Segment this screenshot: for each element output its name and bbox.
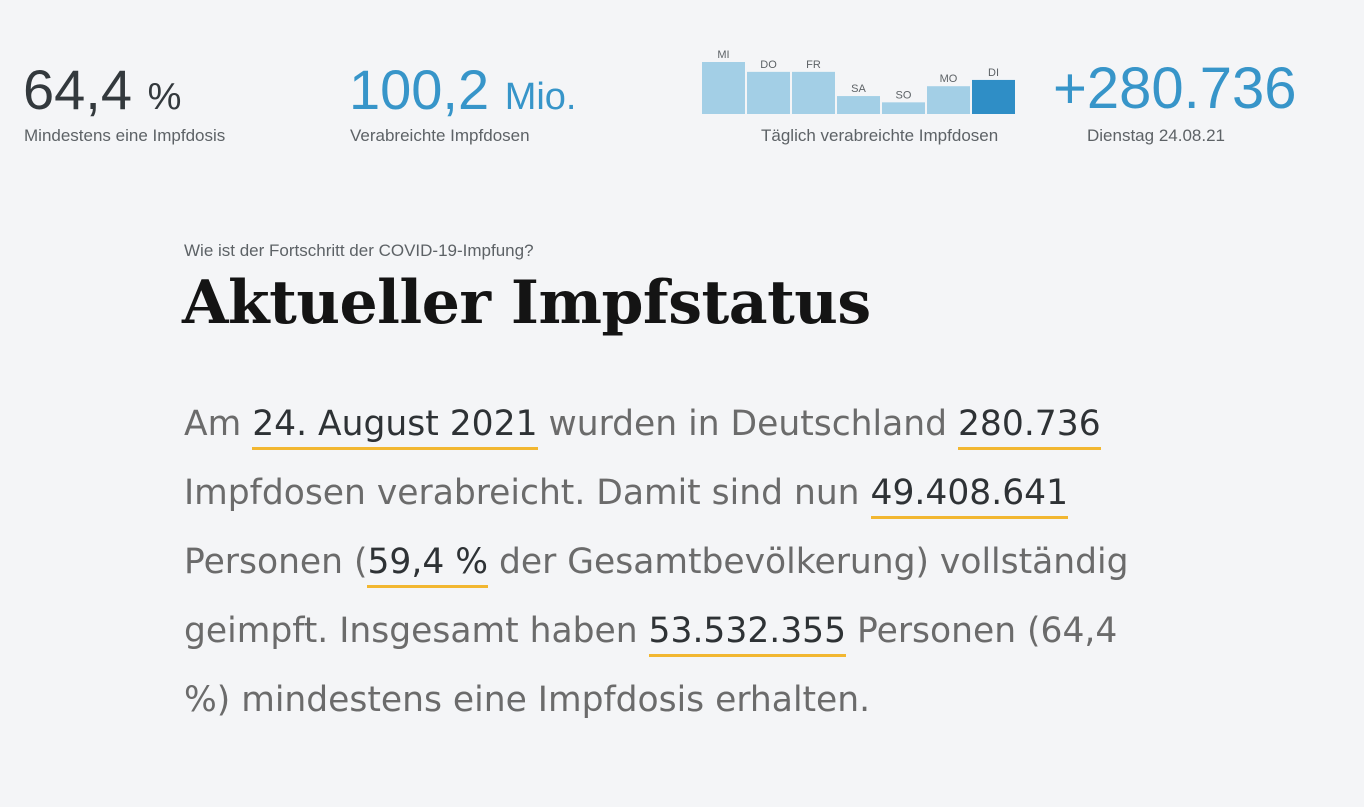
highlight-at-least-one: 53.532.355 <box>648 611 847 657</box>
text-segment: wurden in Deutschland <box>537 404 958 444</box>
bar-label-mi: MI <box>717 49 729 61</box>
highlight-fully-pct: 59,4 % <box>367 542 489 588</box>
text-segment: Personen ( <box>184 542 368 582</box>
latest-date-label: Dienstag 24.08.21 <box>1087 126 1225 145</box>
latest-doses-value: +280.736 <box>1053 56 1297 121</box>
bar-label-do: DO <box>760 59 777 71</box>
highlight-date: 24. August 2021 <box>252 404 538 450</box>
bar-sa <box>837 96 880 114</box>
first-dose-unit: % <box>147 76 182 118</box>
bar-label-fr: FR <box>806 59 821 71</box>
total-doses-label: Verabreichte Impfdosen <box>350 126 530 145</box>
text-segment: Personen (64,4 %) mindestens eine Impfdo… <box>184 611 1118 720</box>
daily-doses-chart: MI DO FR SA SO MO DI <box>702 49 1015 114</box>
bar-label-mo: MO <box>940 73 958 85</box>
bar-mo <box>927 86 970 114</box>
first-dose-value: 64,4 <box>23 58 132 121</box>
first-dose-label: Mindestens eine Impfdosis <box>24 126 226 145</box>
text-segment: der Gesamtbevölkerung) vollständig geimp… <box>184 542 1129 651</box>
daily-chart-label: Täglich verabreichte Impfdosen <box>761 126 999 145</box>
first-dose-stat: 64,4 % <box>23 62 181 118</box>
bar-fr <box>792 71 835 114</box>
text-segment: Impfdosen verabreicht. Damit sind nun <box>184 473 871 513</box>
total-doses-value: 100,2 <box>349 58 490 121</box>
page-title: Aktueller Impfstatus <box>182 268 871 338</box>
article-kicker: Wie ist der Fortschritt der COVID-19-Imp… <box>184 241 534 260</box>
bar-label-di: DI <box>988 67 999 79</box>
article-paragraph: Am 24. August 2021 wurden in Deutschland… <box>184 390 1144 735</box>
bar-di <box>972 79 1015 114</box>
bar-do <box>747 71 790 114</box>
bar-mi <box>702 62 745 114</box>
highlight-daily-doses: 280.736 <box>957 404 1101 450</box>
total-doses-unit: Mio. <box>504 76 577 118</box>
text-segment: Am <box>184 404 253 444</box>
total-doses-stat: 100,2 Mio. <box>349 62 577 118</box>
bar-label-sa: SA <box>851 83 866 95</box>
bar-so <box>882 102 925 114</box>
highlight-fully-vaccinated: 49.408.641 <box>870 473 1069 519</box>
bar-label-so: SO <box>896 89 912 101</box>
